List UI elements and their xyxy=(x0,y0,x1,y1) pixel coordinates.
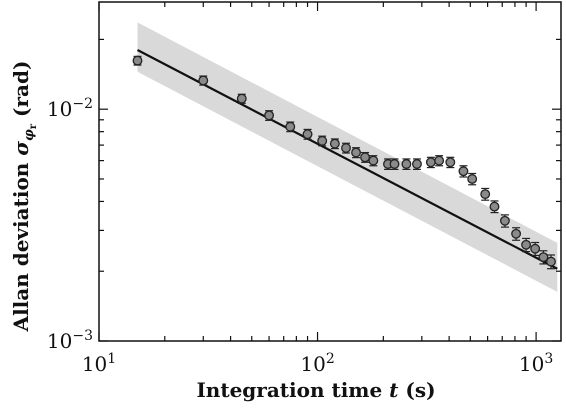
data-point xyxy=(360,152,371,163)
data-point xyxy=(285,121,296,132)
data-point-group xyxy=(351,147,361,159)
data-point-group xyxy=(480,187,491,201)
data-point xyxy=(236,93,247,104)
data-point xyxy=(458,166,469,177)
y-axis-label-unit: (rad) xyxy=(9,61,33,124)
x-axis-label: Integration time t (s) xyxy=(196,378,435,402)
data-point xyxy=(412,159,422,169)
y-axis-label-group: Allan deviation σφr (rad) xyxy=(9,61,39,333)
data-point xyxy=(401,159,412,169)
x-axis-label-unit: (s) xyxy=(398,378,435,402)
data-point xyxy=(521,239,532,250)
data-point xyxy=(329,138,340,149)
data-point xyxy=(425,157,436,168)
data-point-group xyxy=(360,151,371,163)
data-point xyxy=(445,157,456,168)
data-point xyxy=(264,110,275,121)
axis-ticks-layer: 101 102 103 10−3 10−2 xyxy=(47,2,561,376)
data-point xyxy=(546,256,556,267)
data-point xyxy=(489,201,500,212)
data-point-group xyxy=(198,75,209,86)
fit-line xyxy=(136,49,558,270)
uncertainty-band xyxy=(137,22,558,292)
data-point-group xyxy=(425,156,436,169)
data-point xyxy=(480,189,491,200)
data-point-group xyxy=(341,142,351,154)
data-point xyxy=(302,129,313,140)
data-point-group xyxy=(389,158,400,170)
data-point-group xyxy=(445,156,456,169)
data-point xyxy=(368,155,379,166)
data-point xyxy=(467,174,478,184)
data-points-layer xyxy=(132,55,556,270)
y-tick-label: 10−3 xyxy=(47,328,93,353)
data-point-group xyxy=(412,158,422,170)
data-point xyxy=(511,228,522,239)
data-point-group xyxy=(538,250,549,265)
data-point-group xyxy=(401,158,412,170)
data-point-group xyxy=(521,237,532,253)
fit-line-layer xyxy=(136,49,558,270)
y-axis-label: Allan deviation σφr (rad) xyxy=(9,61,39,333)
y-tick-label: 10−2 xyxy=(47,96,93,121)
x-tick-label: 103 xyxy=(519,351,553,376)
data-point-group xyxy=(489,200,500,214)
x-tick-label: 101 xyxy=(82,351,116,376)
uncertainty-band-layer xyxy=(137,22,558,292)
data-point-group xyxy=(458,165,469,178)
data-point-group xyxy=(329,138,340,150)
plot-frame xyxy=(98,1,562,342)
data-point-group xyxy=(546,254,556,270)
y-axis-label-sub: φ xyxy=(22,129,37,141)
data-point xyxy=(132,55,143,66)
data-point-group xyxy=(434,155,445,167)
data-point xyxy=(351,147,361,158)
data-point-group xyxy=(302,128,313,140)
y-axis-label-text: Allan deviation xyxy=(9,156,33,333)
data-point-group xyxy=(264,110,275,121)
data-point xyxy=(198,75,209,86)
data-point-group xyxy=(285,121,296,133)
data-point-group xyxy=(499,214,510,228)
data-point xyxy=(341,143,351,153)
data-point-group xyxy=(132,55,143,66)
data-point xyxy=(317,135,328,146)
data-point-group xyxy=(511,227,522,241)
data-point xyxy=(389,159,400,169)
x-tick-label: 102 xyxy=(300,351,334,376)
y-axis-label-subsub: r xyxy=(28,123,39,129)
x-axis-label-var: t xyxy=(389,378,399,402)
data-point-group xyxy=(236,93,247,104)
data-point xyxy=(538,252,549,263)
data-point xyxy=(530,243,541,254)
data-point-group xyxy=(467,172,478,186)
data-point-group xyxy=(368,155,379,167)
data-point-group xyxy=(530,241,541,257)
x-axis-label-text: Integration time xyxy=(196,378,389,402)
data-point-group xyxy=(317,135,328,147)
y-axis-label-symbol: σ xyxy=(9,141,33,156)
data-point xyxy=(499,215,510,226)
data-point xyxy=(434,155,445,166)
